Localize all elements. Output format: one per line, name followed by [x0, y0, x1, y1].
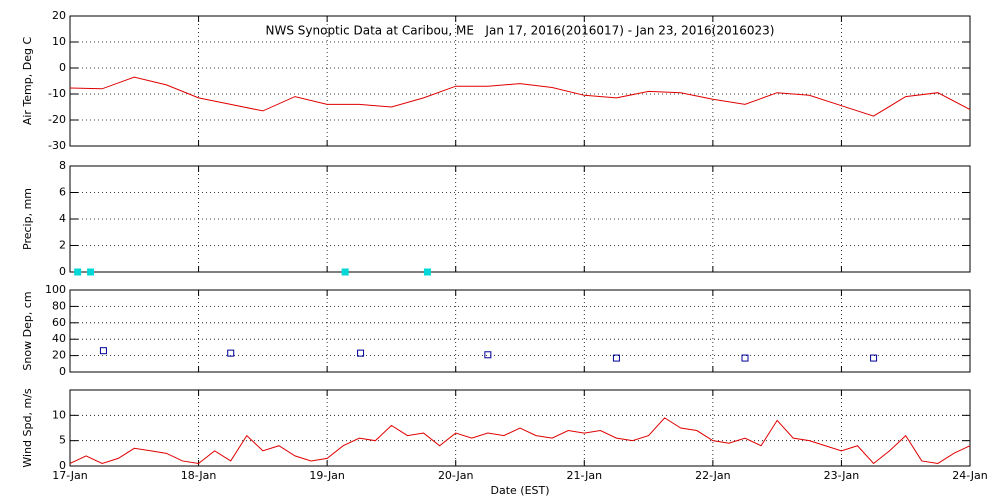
data-point	[99, 347, 107, 355]
y-tick-label: 20	[52, 349, 66, 362]
x-tick-label: 18-Jan	[181, 469, 217, 482]
y-tick-label: 8	[59, 159, 66, 172]
y-tick-label: -30	[48, 139, 66, 152]
y-tick-label: 60	[52, 316, 66, 329]
data-point	[741, 354, 749, 362]
data-point	[74, 268, 82, 276]
y-tick-label: 40	[52, 332, 66, 345]
y-axis-label: Precip, mm	[21, 188, 34, 250]
chart-title: NWS Synoptic Data at Caribou, ME Jan 17,…	[266, 24, 775, 38]
x-tick-label: 23-Jan	[824, 469, 860, 482]
y-tick-label: 20	[52, 9, 66, 22]
x-tick-label: 20-Jan	[438, 469, 474, 482]
data-line	[69, 76, 971, 117]
y-tick-label: 0	[59, 61, 66, 74]
y-tick-label: 10	[52, 408, 66, 421]
plot-frame	[69, 389, 971, 467]
data-point	[484, 351, 492, 359]
x-tick-label: 21-Jan	[567, 469, 603, 482]
data-point	[227, 349, 235, 357]
data-point	[87, 268, 95, 276]
x-tick-label: 22-Jan	[695, 469, 731, 482]
data-point	[423, 268, 431, 276]
x-axis-label: Date (EST)	[490, 484, 549, 497]
x-tick-label: 17-Jan	[52, 469, 88, 482]
data-point	[357, 349, 365, 357]
y-tick-label: 5	[59, 434, 66, 447]
y-tick-label: 2	[59, 239, 66, 252]
x-tick-label: 19-Jan	[309, 469, 345, 482]
x-tick-label: 24-Jan	[952, 469, 988, 482]
data-line	[69, 417, 971, 465]
y-axis-label: Wind Spd, m/s	[21, 388, 34, 468]
data-point	[612, 354, 620, 362]
y-tick-label: 0	[59, 459, 66, 472]
y-tick-label: -10	[48, 87, 66, 100]
y-tick-label: 0	[59, 365, 66, 378]
plot-frame	[69, 289, 971, 373]
y-tick-label: 0	[59, 265, 66, 278]
y-tick-label: 4	[59, 212, 66, 225]
data-point	[341, 268, 349, 276]
y-tick-label: -20	[48, 113, 66, 126]
y-tick-label: 80	[52, 299, 66, 312]
y-axis-label: Snow Dep, cm	[21, 291, 34, 370]
y-axis-label: Air Temp, Deg C	[21, 37, 34, 126]
y-tick-label: 10	[52, 35, 66, 48]
y-tick-label: 6	[59, 186, 66, 199]
y-tick-label: 100	[45, 283, 66, 296]
data-point	[870, 354, 878, 362]
